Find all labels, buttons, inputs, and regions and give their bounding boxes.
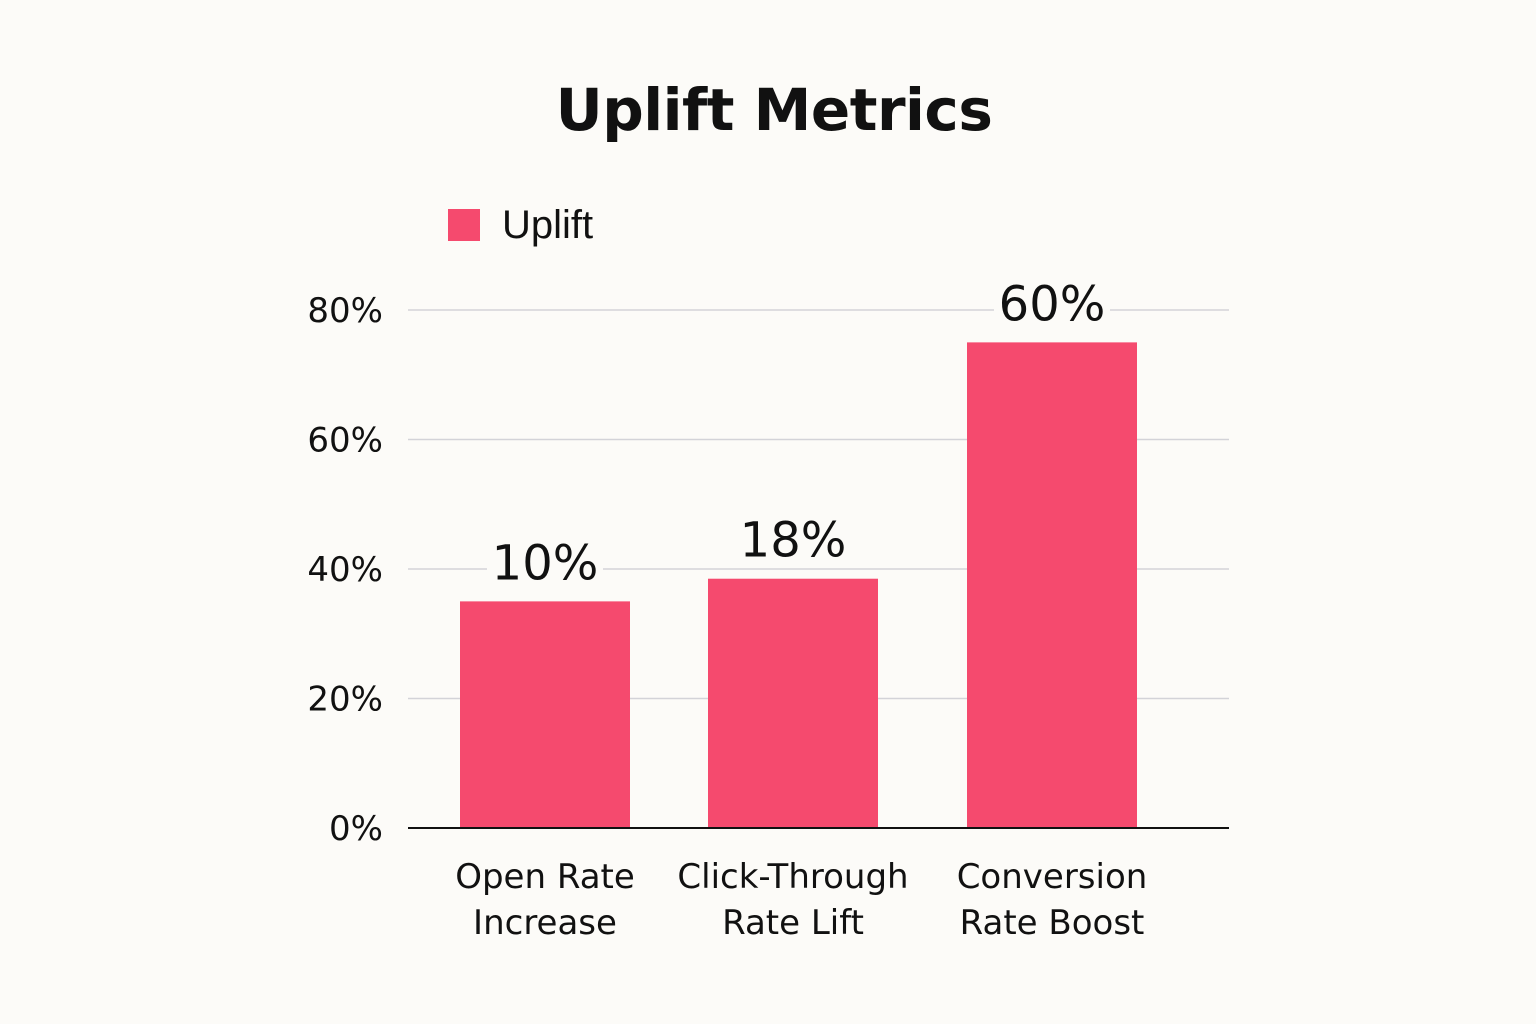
data-label-layer: 10% 18% 60% <box>487 276 1110 591</box>
y-tick-label: 80% <box>307 291 383 331</box>
legend-label: Uplift <box>502 203 594 247</box>
legend-swatch <box>448 209 480 241</box>
y-tick-label: 0% <box>329 809 383 849</box>
x-tick-label: Increase <box>473 903 617 943</box>
x-tick-label: Conversion <box>957 857 1148 897</box>
data-label-backdrop <box>735 516 851 567</box>
y-tick-label: 20% <box>307 680 383 720</box>
x-tick-label: Click-Through <box>677 857 908 897</box>
x-tick-label: Open Rate <box>455 857 635 897</box>
data-label-backdrop <box>487 539 603 590</box>
data-label: 60% <box>999 276 1106 332</box>
bar <box>708 578 878 828</box>
x-tick-label: Rate Boost <box>960 903 1145 943</box>
data-label-backdrop <box>994 280 1110 331</box>
y-tick-label: 60% <box>307 421 383 461</box>
bar <box>460 601 630 828</box>
chart-title: Uplift Metrics <box>555 76 993 144</box>
y-axis-ticks: 0% 20% 40% 60% 80% <box>307 291 383 849</box>
y-tick-label: 40% <box>307 550 383 590</box>
bar <box>967 342 1137 828</box>
x-axis-categories: Open Rate Increase Click-Through Rate Lift C… <box>455 857 1147 943</box>
x-tick-label: Rate Lift <box>722 903 864 943</box>
data-label: 18% <box>740 513 847 569</box>
data-label: 10% <box>492 535 599 591</box>
legend: Uplift <box>448 201 593 249</box>
bar-layer <box>460 342 1137 828</box>
